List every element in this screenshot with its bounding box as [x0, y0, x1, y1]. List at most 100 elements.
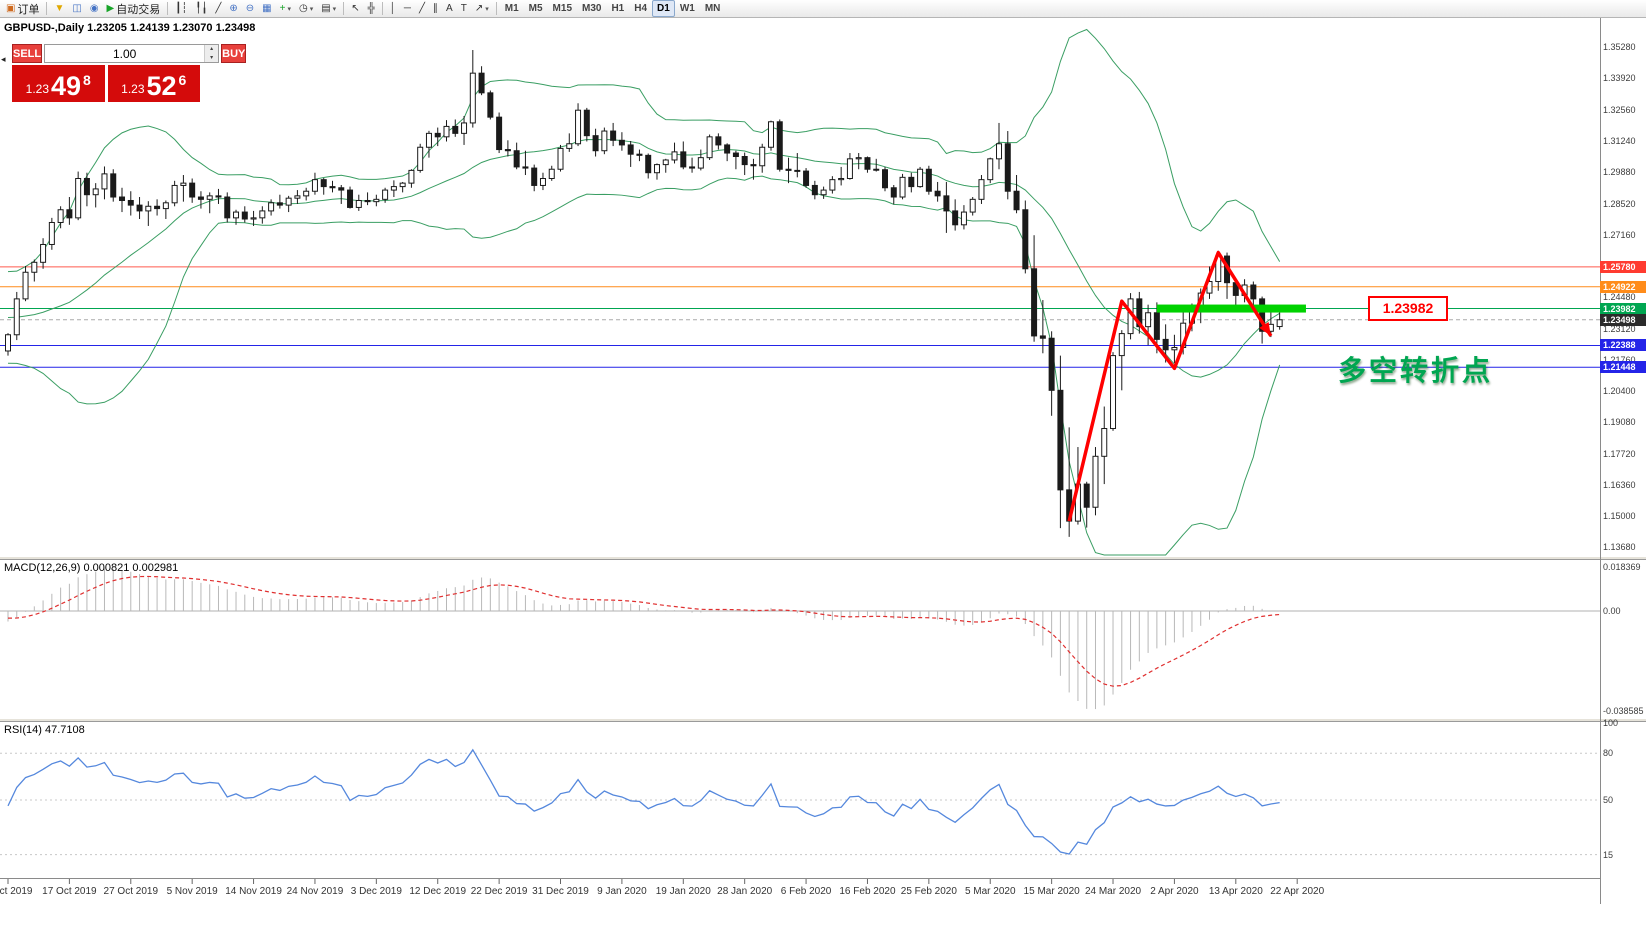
crosshair-button[interactable]: ╬ [364, 0, 379, 17]
volume-up-icon[interactable]: ▴ [205, 45, 219, 54]
date-label: 8 Oct 2019 [0, 886, 33, 897]
timeframe-h1-button[interactable]: H1 [611, 3, 625, 14]
sell-price-prefix: 1.23 [25, 82, 49, 96]
line-chart-icon: ╱ [215, 2, 222, 14]
date-label: 14 Nov 2019 [225, 886, 282, 897]
price-axis-label: 1.23120 [1603, 323, 1636, 334]
periods-button[interactable]: ◷ ▾ [295, 0, 317, 17]
volume-field[interactable]: ▴ ▾ [44, 44, 220, 63]
toolbar-separator [381, 2, 383, 15]
date-label: 22 Apr 2020 [1270, 886, 1325, 897]
toolbar-separator [343, 2, 345, 15]
filter-icon: ▼ [54, 2, 65, 14]
periods-icon: ◷ [298, 2, 308, 14]
profiles-button[interactable]: ◉ [86, 0, 103, 17]
price-axis-label: 1.20400 [1603, 386, 1636, 397]
date-label: 12 Dec 2019 [409, 886, 467, 897]
horizontal-line-button[interactable]: ─ [400, 0, 415, 17]
rsi-axis-label: 80 [1603, 748, 1614, 759]
date-label: 5 Mar 2020 [964, 886, 1016, 897]
arrows-icon: ↗ [474, 2, 484, 14]
sell-button[interactable]: SELL [12, 44, 43, 63]
timeframe-h4-button[interactable]: H4 [634, 3, 648, 14]
buy-button[interactable]: BUY [221, 44, 247, 63]
autotrading-button[interactable]: ▶ 自动交易 [103, 0, 165, 17]
zoom-in-button[interactable]: ⊕ [225, 0, 241, 17]
date-label: 17 Oct 2019 [42, 886, 97, 897]
price-axis-label: 1.33920 [1603, 73, 1636, 84]
candlestick-icon: ╿╽ [195, 2, 208, 14]
timeframe-m15-button[interactable]: M15 [552, 3, 572, 14]
price-axis-tag: 1.23498 [1600, 313, 1646, 326]
new-order-button[interactable]: ▣ 订单 [2, 0, 43, 17]
timeframe-m1-button[interactable]: M1 [504, 3, 519, 14]
sell-price-sup: 8 [83, 72, 91, 88]
timeframe-d1-button[interactable]: D1 [652, 0, 675, 17]
timeframe-m30-button[interactable]: M30 [582, 3, 602, 14]
bar-chart-button[interactable]: ┃┆ [171, 0, 191, 17]
new-chart-icon: ◫ [72, 2, 82, 14]
filter-button[interactable]: ▼ [50, 0, 68, 17]
date-label: 15 Mar 2020 [1023, 886, 1080, 897]
price-axis-label: 1.21760 [1603, 354, 1636, 365]
price-axis-tag: 1.25780 [1600, 260, 1646, 273]
channel-button[interactable]: ∥ [429, 0, 442, 17]
rsi-axis-label: 50 [1603, 795, 1614, 805]
buy-price-prefix: 1.23 [121, 82, 145, 96]
sell-price-display[interactable]: 1.23 49 8 [12, 65, 105, 102]
vertical-line-icon: │ [389, 2, 396, 14]
bar-chart-icon: ┃┆ [175, 2, 188, 14]
line-chart-button[interactable]: ╱ [211, 0, 225, 17]
volume-stepper: ▴ ▾ [204, 45, 219, 62]
price-axis-tag: 1.21448 [1600, 361, 1646, 374]
buy-price-sup: 6 [178, 72, 187, 88]
candlestick-button[interactable]: ╿╽ [191, 0, 211, 17]
price-annotation-box[interactable]: 1.23982 [1368, 296, 1448, 321]
tile-windows-button[interactable]: ▦ [258, 0, 275, 17]
trendline-button[interactable]: ╱ [415, 0, 429, 17]
cursor-button[interactable]: ↖ [347, 0, 363, 17]
quick-trade-collapse-icon[interactable]: ◂ [1, 54, 6, 64]
quick-trade-panel: SELL ▴ ▾ BUY 1.23 49 8 1.23 52 6 [12, 44, 247, 102]
zoom-out-button[interactable]: ⊖ [242, 0, 258, 17]
new-chart-button[interactable]: ◫ [68, 0, 85, 17]
tile-windows-icon: ▦ [262, 2, 272, 14]
quick-trade-controls: SELL ▴ ▾ BUY [12, 44, 247, 63]
date-label: 2 Apr 2020 [1150, 886, 1199, 897]
toolbar-separator [495, 2, 497, 15]
date-label: 27 Oct 2019 [103, 886, 159, 897]
price-axis: 1.35280 1.33920 1.32560 1.31240 1.29880 1.285… [1600, 0, 1646, 944]
volume-input[interactable] [45, 45, 205, 62]
panel-splitter-rsi[interactable] [0, 718, 1646, 722]
templates-button[interactable]: ▤ ▾ [317, 0, 340, 17]
timeframe-mn-button[interactable]: MN [704, 3, 721, 14]
new-order-icon: ▣ [6, 2, 16, 14]
profiles-icon: ◉ [89, 2, 99, 14]
arrows-button[interactable]: ↗ ▾ [471, 0, 493, 17]
autotrading-button-label: 自动交易 [116, 3, 161, 16]
label-button[interactable]: T [457, 0, 471, 17]
quick-trade-prices: 1.23 49 8 1.23 52 6 [12, 65, 200, 102]
cursor-icon: ↖ [351, 2, 360, 14]
price-axis-label: 1.17720 [1603, 448, 1636, 459]
date-label: 5 Nov 2019 [166, 886, 218, 897]
date-label: 16 Feb 2020 [839, 886, 896, 897]
date-label: 24 Mar 2020 [1084, 886, 1142, 897]
buy-price-display[interactable]: 1.23 52 6 [107, 65, 200, 102]
vertical-line-button[interactable]: │ [386, 0, 400, 17]
timeframe-m5-button[interactable]: M5 [528, 3, 543, 14]
date-label: 6 Feb 2020 [780, 886, 832, 897]
chart-title: GBPUSD-,Daily 1.23205 1.24139 1.23070 1.… [4, 22, 256, 34]
text-button[interactable]: A [442, 0, 457, 17]
volume-down-icon[interactable]: ▾ [205, 53, 219, 62]
indicators-button[interactable]: + ▾ [276, 0, 295, 17]
autotrading-icon: ▶ [106, 2, 115, 14]
price-axis-tag: 1.24922 [1600, 280, 1646, 293]
crosshair-icon: ╬ [367, 2, 375, 14]
toolbar-separator [46, 2, 48, 15]
price-axis-label: 1.24480 [1603, 292, 1636, 303]
panel-splitter-macd[interactable] [0, 556, 1646, 560]
timeframe-w1-button[interactable]: W1 [679, 3, 695, 14]
